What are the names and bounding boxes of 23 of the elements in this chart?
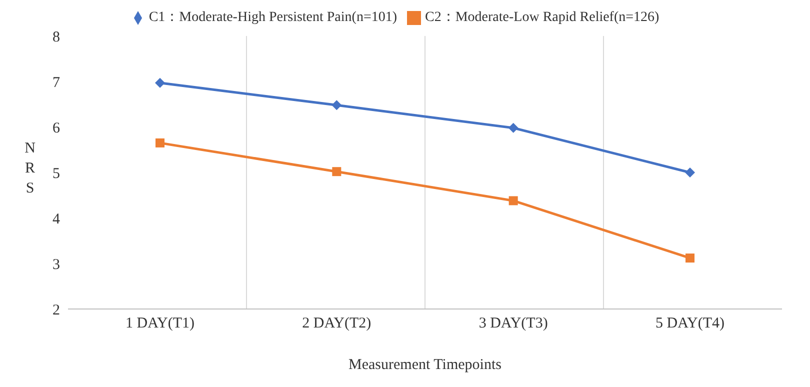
y-tick-label: 6 — [52, 120, 60, 136]
point — [508, 196, 518, 206]
legend-label: C1：Moderate-High Persistent Pain(n=101) — [148, 10, 398, 25]
y-tick-label: 3 — [52, 256, 60, 273]
y-tick-label: 8 — [52, 29, 60, 46]
point — [685, 168, 695, 178]
y-tick-label: 7 — [52, 74, 60, 91]
x-tick-label: 3 DAY(T3) — [478, 316, 548, 332]
legend-label: C2：Moderate-Low Rapid Relief(n=126) — [425, 10, 660, 25]
x-axis-title: Measurement Timepoints — [348, 357, 502, 373]
x-tick-label: 1 DAY(T1) — [125, 316, 195, 332]
point — [156, 138, 164, 148]
y-tick-label: 5 — [52, 166, 60, 182]
y-axis-title: NRS — [24, 140, 36, 196]
x-tick-label: 2 DAY(T2) — [302, 316, 372, 332]
point — [686, 254, 694, 263]
point — [155, 78, 165, 88]
point — [508, 122, 518, 133]
y-tick-label: 2 — [52, 302, 60, 318]
x-tick-label: 5 DAY(T4) — [655, 316, 725, 332]
point — [332, 100, 342, 110]
y-tick-label: 4 — [52, 211, 60, 228]
point — [332, 167, 342, 176]
